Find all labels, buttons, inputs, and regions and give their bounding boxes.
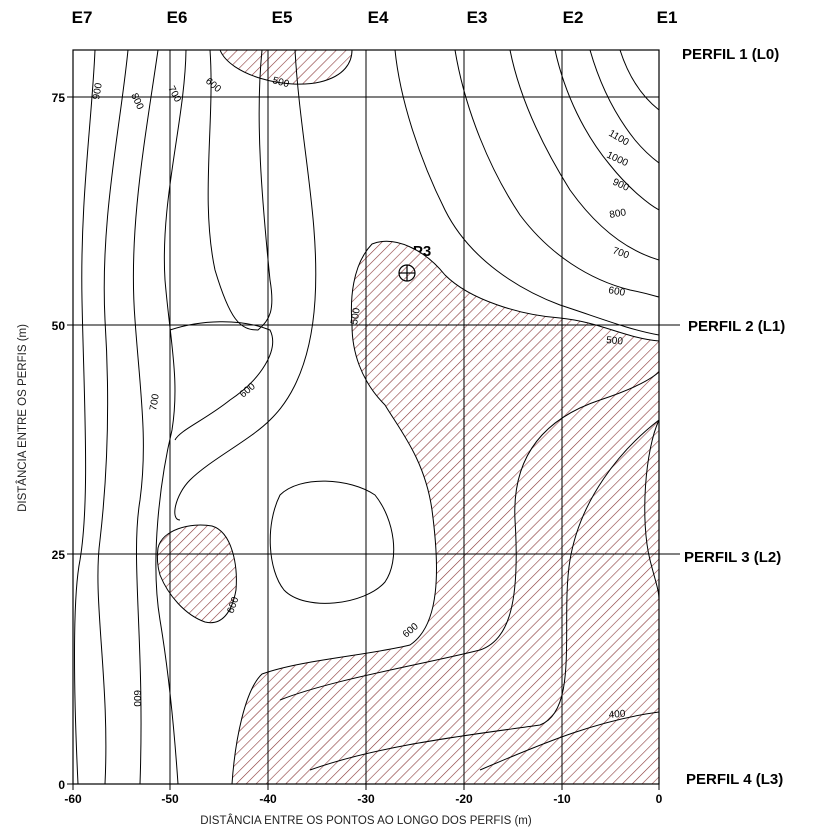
contour-line (619, 50, 659, 111)
profile-2-label: PERFIL 2 (L1) (688, 318, 786, 335)
contour-lines (74, 50, 659, 784)
y-tick-label: 25 (52, 548, 66, 562)
contour-label: 1100 (607, 128, 632, 148)
contour-label: 600 (203, 76, 223, 95)
contour-line (155, 50, 187, 784)
hatched-zone-left (156, 524, 237, 624)
y-tick-label: 50 (52, 319, 66, 333)
station-e1: E1 (656, 8, 678, 27)
contour-line (554, 50, 659, 211)
contour-label: 900 (611, 177, 631, 194)
y-axis-label: DISTÂNCIA ENTRE OS PERFIS (m) (16, 324, 29, 512)
station-e2: E2 (562, 8, 584, 27)
profile-4-label: PERFIL 4 (L3) (686, 771, 784, 788)
contour-label: 1000 (605, 150, 630, 170)
x-tick-label: -10 (553, 792, 571, 806)
hatched-zone-main (231, 240, 659, 784)
well-symbol (398, 264, 416, 282)
contour-line (644, 419, 659, 601)
contour-line (309, 419, 659, 771)
profile-1-label: PERFIL 1 (L0) (682, 46, 780, 63)
station-e6: E6 (166, 8, 188, 27)
contour-line (509, 50, 659, 261)
contour-label: 700 (611, 245, 631, 261)
contour-line (174, 50, 317, 521)
contour-label: 900 (91, 82, 105, 101)
contour-label: 400 (608, 709, 626, 721)
contour-line (479, 711, 659, 771)
contour-label: 600 (607, 285, 626, 299)
contour-label: 800 (128, 92, 145, 112)
contour-labels: 900 800 700 600 500 1100 1000 900 800 70… (91, 75, 631, 721)
contour-line (279, 371, 659, 701)
x-tick-label: -60 (64, 792, 82, 806)
station-e7: E7 (71, 8, 93, 27)
contour-label: 700 (165, 84, 183, 104)
contour-line (394, 50, 659, 336)
contour-line (74, 50, 96, 784)
hatched-zone-top (219, 50, 353, 85)
grid-lines (73, 50, 659, 784)
x-tick-label: -50 (161, 792, 179, 806)
x-tick-label: -30 (357, 792, 375, 806)
x-tick-label: -20 (455, 792, 473, 806)
x-tick-label: -40 (259, 792, 277, 806)
contour-line (169, 321, 274, 441)
contour-label: 600 (131, 690, 142, 707)
profile-3-label: PERFIL 3 (L2) (684, 549, 782, 566)
contour-line (454, 50, 659, 298)
tick-marks (67, 96, 660, 790)
x-axis-label: DISTÂNCIA ENTRE OS PONTOS AO LONGO DOS P… (200, 814, 532, 827)
station-e3: E3 (466, 8, 488, 27)
contour-label: 500 (271, 75, 290, 90)
contour-line (207, 50, 273, 331)
y-tick-label: 75 (52, 91, 66, 105)
contour-label: 500 (606, 335, 624, 347)
x-tick-label: 0 (656, 792, 663, 806)
contour-label: 700 (148, 393, 162, 412)
y-tick-label: 0 (58, 778, 65, 792)
contour-label: 500 (349, 307, 363, 326)
contour-line (589, 50, 659, 164)
contour-line (132, 50, 159, 784)
contour-line (97, 50, 129, 784)
station-e5: E5 (271, 8, 293, 27)
station-e4: E4 (367, 8, 389, 27)
contour-line (269, 480, 395, 604)
contour-label: 600 (238, 381, 258, 400)
contour-label: 800 (609, 207, 628, 221)
